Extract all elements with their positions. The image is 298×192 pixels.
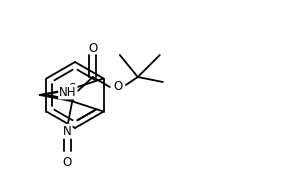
Text: S: S <box>69 82 76 95</box>
Text: O: O <box>88 42 97 55</box>
Text: O: O <box>63 156 72 169</box>
Text: NH: NH <box>59 85 77 98</box>
Text: O: O <box>113 80 122 94</box>
Text: N: N <box>63 125 72 138</box>
